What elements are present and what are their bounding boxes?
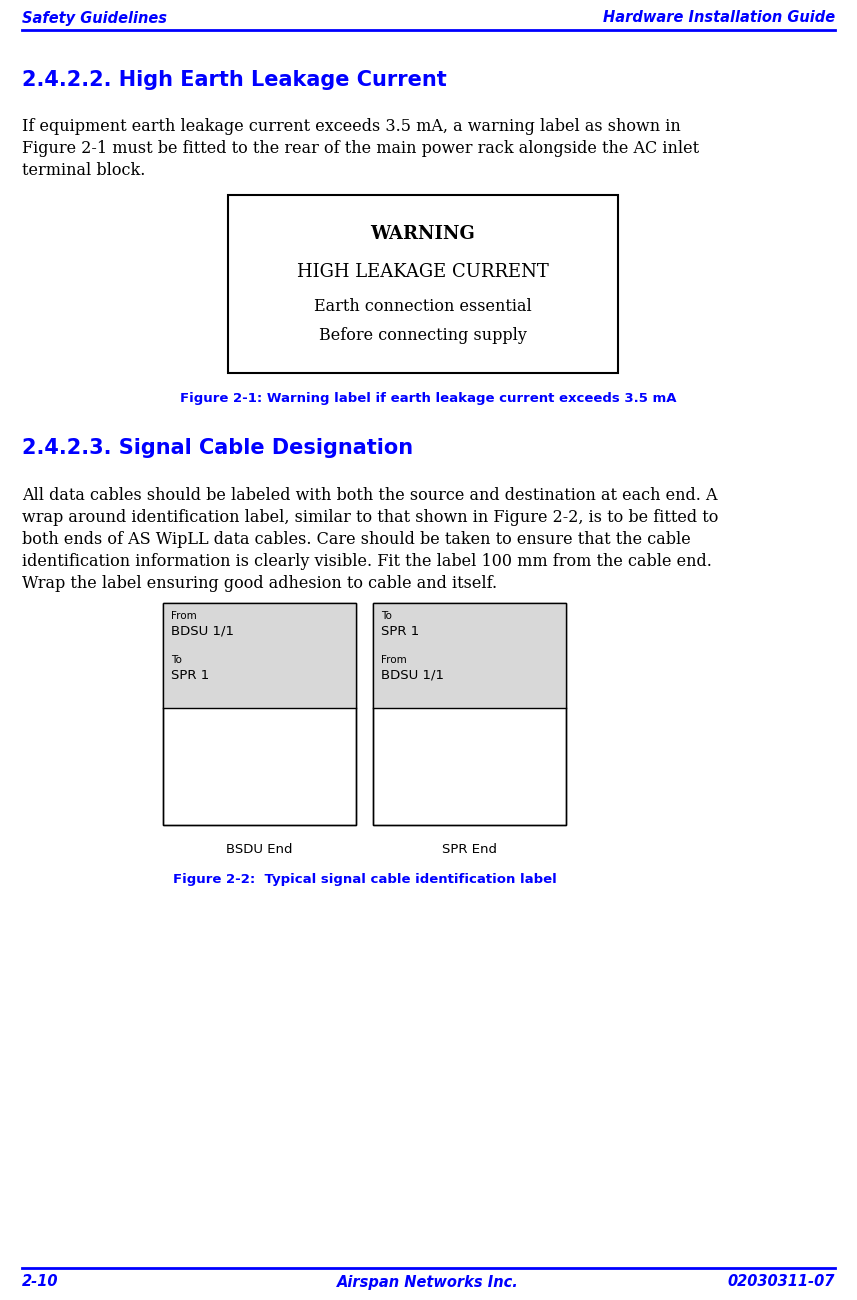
Text: Figure 2-1: Warning label if earth leakage current exceeds 3.5 mA: Figure 2-1: Warning label if earth leaka…: [180, 393, 676, 406]
Bar: [163, 603, 356, 826]
Bar: [373, 603, 566, 709]
Text: wrap around identification label, similar to that shown in Figure 2-2, is to be : wrap around identification label, simila…: [22, 510, 718, 526]
Text: Hardware Installation Guide: Hardware Installation Guide: [602, 10, 835, 26]
Bar: [163, 603, 356, 709]
Text: SPR End: SPR End: [442, 842, 497, 855]
Text: 2-10: 2-10: [22, 1274, 58, 1290]
Text: SPR 1: SPR 1: [381, 625, 419, 638]
Text: both ends of AS WipLL data cables. Care should be taken to ensure that the cable: both ends of AS WipLL data cables. Care …: [22, 530, 691, 549]
Text: Figure 2-1 must be fitted to the rear of the main power rack alongside the AC in: Figure 2-1 must be fitted to the rear of…: [22, 140, 699, 157]
Text: To: To: [171, 655, 182, 666]
Text: WARNING: WARNING: [370, 225, 476, 243]
Text: From: From: [381, 655, 407, 666]
Text: BSDU End: BSDU End: [226, 842, 293, 855]
Text: All data cables should be labeled with both the source and destination at each e: All data cables should be labeled with b…: [22, 488, 717, 504]
Text: SPR 1: SPR 1: [171, 670, 209, 682]
Text: 2.4.2.2. High Earth Leakage Current: 2.4.2.2. High Earth Leakage Current: [22, 70, 446, 90]
Text: Before connecting supply: Before connecting supply: [319, 328, 527, 345]
Text: Safety Guidelines: Safety Guidelines: [22, 10, 167, 26]
Text: Wrap the label ensuring good adhesion to cable and itself.: Wrap the label ensuring good adhesion to…: [22, 575, 497, 592]
Text: 2.4.2.3. Signal Cable Designation: 2.4.2.3. Signal Cable Designation: [22, 438, 413, 458]
Text: Figure 2-2:  Typical signal cable identification label: Figure 2-2: Typical signal cable identif…: [172, 874, 556, 887]
Text: To: To: [381, 611, 392, 621]
Bar: [373, 603, 566, 826]
Text: From: From: [171, 611, 197, 621]
Text: identification information is clearly visible. Fit the label 100 mm from the cab: identification information is clearly vi…: [22, 552, 712, 569]
Text: BDSU 1/1: BDSU 1/1: [381, 670, 444, 682]
Text: 02030311-07: 02030311-07: [728, 1274, 835, 1290]
Text: Earth connection essential: Earth connection essential: [315, 298, 532, 315]
Text: BDSU 1/1: BDSU 1/1: [171, 625, 234, 638]
Text: HIGH LEAKAGE CURRENT: HIGH LEAKAGE CURRENT: [297, 263, 548, 281]
Text: terminal block.: terminal block.: [22, 162, 146, 179]
Bar: [163, 603, 356, 826]
Text: If equipment earth leakage current exceeds 3.5 mA, a warning label as shown in: If equipment earth leakage current excee…: [22, 118, 680, 135]
Bar: [373, 603, 566, 826]
Text: Airspan Networks Inc.: Airspan Networks Inc.: [337, 1274, 518, 1290]
Bar: [228, 195, 618, 373]
